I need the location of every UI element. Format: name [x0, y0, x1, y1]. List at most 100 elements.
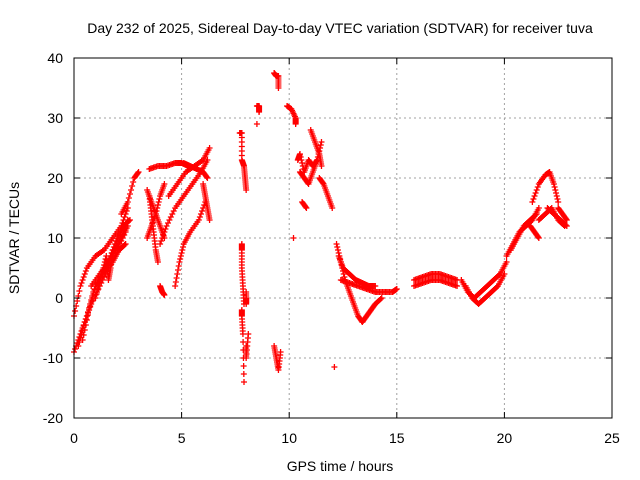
data-point — [333, 241, 340, 247]
data-point — [297, 154, 304, 160]
data-point — [124, 199, 131, 205]
data-point — [253, 121, 260, 127]
data-point — [92, 295, 99, 301]
data-point — [121, 242, 128, 248]
data-point — [317, 142, 324, 148]
data-point — [160, 232, 167, 238]
data-point — [179, 247, 186, 253]
data-point — [166, 217, 173, 223]
data-point — [103, 265, 110, 271]
data-point — [553, 193, 560, 199]
data-point — [156, 196, 163, 202]
data-point — [81, 327, 88, 333]
data-point — [563, 216, 570, 222]
data-point — [169, 211, 176, 217]
data-point — [256, 109, 263, 115]
data-point — [529, 199, 536, 205]
data-point — [173, 275, 180, 281]
data-point — [277, 349, 284, 355]
y-axis: -20 -10 0 10 20 30 40 — [43, 50, 612, 426]
data-point — [77, 283, 84, 289]
data-point — [176, 259, 183, 265]
y-tick-label: -20 — [43, 410, 63, 426]
data-point — [334, 244, 341, 250]
data-point — [377, 296, 384, 302]
data-point — [129, 183, 136, 189]
data-point — [554, 196, 561, 202]
data-point — [72, 346, 79, 352]
data-point — [561, 223, 568, 229]
data-point — [157, 241, 164, 247]
data-point — [240, 371, 247, 377]
data-point — [329, 205, 336, 211]
data-point — [533, 211, 540, 217]
x-tick-label: 10 — [281, 430, 297, 446]
x-axis-label: GPS time / hours — [287, 458, 394, 474]
data-point — [110, 244, 117, 250]
data-point — [180, 244, 187, 250]
data-point — [334, 247, 341, 253]
x-tick-label: 15 — [389, 430, 405, 446]
data-point — [175, 263, 182, 269]
x-tick-label: 0 — [70, 430, 78, 446]
data-point — [553, 190, 560, 196]
data-point — [74, 298, 81, 304]
data-point — [318, 163, 325, 169]
data-point — [243, 295, 250, 301]
data-point — [104, 262, 111, 268]
data-point — [154, 205, 161, 211]
data-point — [128, 187, 135, 193]
data-point — [177, 256, 184, 262]
data-point — [154, 202, 161, 208]
data-point — [75, 343, 82, 349]
data-point — [290, 235, 297, 241]
data-point — [551, 184, 558, 190]
data-point — [206, 145, 213, 151]
x-tick-label: 25 — [604, 430, 620, 446]
data-point — [240, 363, 247, 369]
data-point — [195, 217, 202, 223]
data-point — [560, 222, 567, 228]
data-point — [76, 339, 83, 345]
data-point — [296, 151, 303, 157]
data-point — [552, 187, 559, 193]
y-tick-label: 40 — [47, 50, 63, 66]
data-point — [372, 283, 379, 289]
data-point — [177, 253, 184, 259]
data-point — [87, 303, 94, 309]
data-point — [125, 218, 132, 224]
data-point — [378, 295, 385, 301]
data-point — [298, 157, 305, 163]
data-point — [303, 205, 310, 211]
data-point — [239, 331, 246, 337]
data-point — [170, 208, 177, 214]
data-point — [161, 181, 168, 187]
data-point — [275, 85, 282, 91]
data-point — [120, 217, 127, 223]
data-point — [130, 179, 137, 185]
data-point — [204, 175, 211, 181]
data-point — [154, 259, 161, 265]
data-point — [530, 196, 537, 202]
data-point — [162, 226, 169, 232]
data-point — [196, 214, 203, 220]
data-point — [533, 187, 540, 193]
data-point — [161, 292, 168, 298]
data-point — [95, 283, 102, 289]
data-point — [318, 139, 325, 145]
data-point — [97, 275, 104, 281]
data-point — [292, 121, 299, 127]
data-point — [126, 217, 133, 223]
data-point — [563, 217, 570, 223]
data-point — [535, 235, 542, 241]
data-point — [86, 307, 93, 313]
data-point — [206, 217, 213, 223]
data-point — [532, 212, 539, 218]
data-point — [153, 208, 160, 214]
data-point — [331, 364, 338, 370]
data-point — [164, 220, 171, 226]
data-point — [534, 184, 541, 190]
data-point — [178, 250, 185, 256]
data-point — [72, 308, 79, 314]
